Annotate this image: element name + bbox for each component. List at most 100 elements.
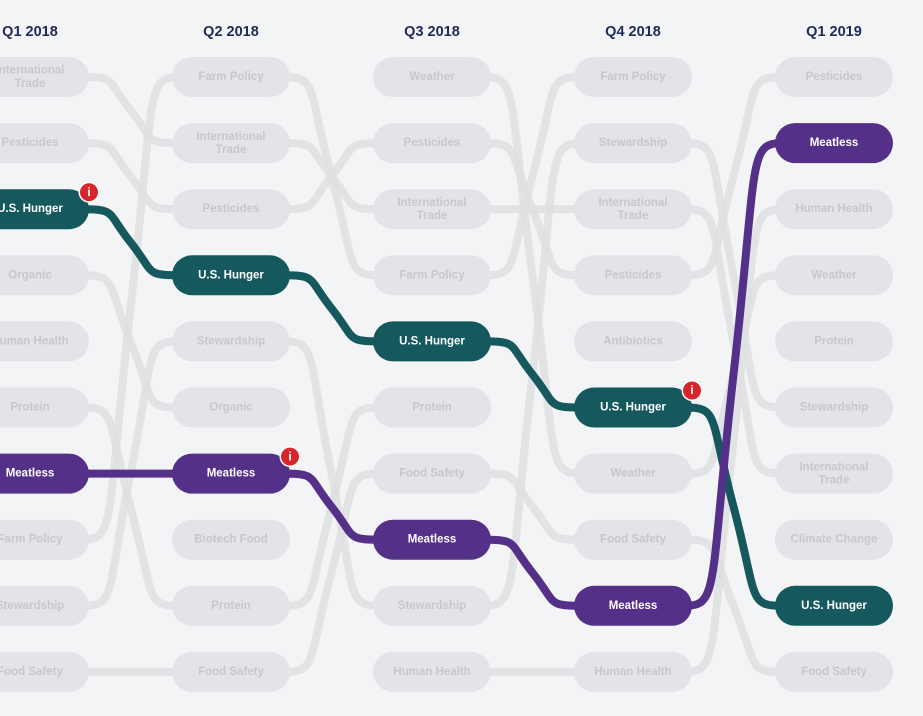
info-markers: i i i [78, 181, 703, 468]
pill-background [574, 387, 692, 428]
pill-background [172, 585, 290, 626]
pill-label: Protein [412, 402, 452, 414]
pill-background [172, 123, 290, 164]
pill-background [574, 123, 692, 164]
pill-farm-policy: Farm Policy [574, 57, 692, 97]
connection-international-trade [79, 73, 182, 148]
pill-human-health: Human Health [373, 651, 491, 692]
pill-international-trade: International Trade [172, 123, 290, 164]
pill-background [373, 321, 491, 362]
pill-label: Antibiotics [603, 335, 662, 347]
connection-pesticides [280, 139, 383, 214]
pill-label: Stewardship [800, 402, 868, 414]
pill-stewardship: Stewardship [775, 387, 893, 428]
connection-u-s-hunger [682, 403, 785, 610]
connection-pesticides [79, 139, 182, 214]
pill-label: U.S. Hunger [399, 335, 465, 347]
pill-label: Meatless [609, 600, 658, 612]
pill-background [0, 321, 89, 362]
column-header-q1-2019: Q1 2019 [806, 24, 862, 40]
connection-u-s-hunger [79, 205, 182, 280]
pill-background [0, 123, 89, 164]
pill-background [0, 57, 89, 97]
pill-label: Stewardship [197, 335, 265, 347]
pill-background [0, 453, 89, 494]
pill-u-s-hunger: U.S. Hunger [373, 321, 491, 362]
pill-pesticides: Pesticides [574, 255, 692, 296]
pill-food-safety: Food Safety [775, 651, 893, 692]
pill-background [373, 255, 491, 296]
pill-background [775, 123, 893, 164]
pill-protein: Protein [0, 387, 89, 428]
pill-background [0, 255, 89, 296]
pill-food-safety: Food Safety [0, 651, 89, 692]
connection-pesticides [682, 73, 785, 280]
pill-background [172, 321, 290, 362]
pill-organic: Organic [172, 387, 290, 428]
pill-u-s-hunger: U.S. Hunger [775, 585, 893, 626]
pill-label: Pesticides [2, 137, 59, 149]
pill-pesticides: Pesticides [775, 57, 893, 97]
pill-background [574, 189, 692, 230]
pill-label: Human Health [0, 335, 69, 347]
pill-label: Food Safety [801, 666, 867, 678]
pill-label: Organic [8, 269, 52, 281]
pill-label: Weather [409, 71, 455, 83]
pill-background [0, 651, 89, 692]
pill-background [775, 321, 893, 362]
pill-background [172, 387, 290, 428]
pill-u-s-hunger: U.S. Hunger [0, 189, 89, 230]
pill-biotech-food: Biotech Food [172, 519, 290, 560]
pill-meatless: Meatless [172, 453, 290, 494]
pill-label: Pesticides [806, 71, 863, 83]
pill-label: Pesticides [203, 203, 260, 215]
info-icon[interactable]: i [279, 446, 301, 468]
pill-food-safety: Food Safety [373, 453, 491, 494]
connection-human-health [682, 205, 785, 676]
pill-label: Biotech Food [194, 534, 267, 546]
column-header-q4-2018: Q4 2018 [605, 24, 661, 40]
connection-farm-policy [481, 73, 584, 280]
svg-text:i: i [288, 449, 291, 463]
pill-label: Human Health [594, 666, 671, 678]
pill-label: Farm Policy [600, 71, 666, 83]
pill-background [172, 453, 290, 494]
pill-food-safety: Food Safety [574, 519, 692, 560]
connection-u-s-hunger [481, 337, 584, 412]
pill-international-trade: International Trade [373, 189, 491, 230]
pill-label: International Trade [196, 131, 265, 156]
info-icon[interactable]: i [681, 380, 703, 401]
pill-international-trade: International Trade [574, 189, 692, 230]
background-connections [79, 73, 785, 676]
pill-stewardship: Stewardship [172, 321, 290, 362]
pill-stewardship: Stewardship [373, 585, 491, 626]
pill-background [0, 387, 89, 428]
pill-background [775, 387, 893, 428]
pill-label: International Trade [598, 197, 667, 222]
pill-background [172, 519, 290, 560]
pill-background [574, 651, 692, 692]
pill-background [0, 519, 89, 560]
pill-background [775, 255, 893, 296]
pill-label: Pesticides [404, 137, 461, 149]
pill-label: Weather [610, 468, 656, 480]
info-icon[interactable]: i [78, 181, 100, 203]
connection-meatless [682, 139, 785, 610]
pill-u-s-hunger: U.S. Hunger [574, 387, 692, 428]
pill-meatless: Meatless [775, 123, 893, 164]
pill-meatless: Meatless [373, 519, 491, 560]
pill-background [373, 57, 491, 97]
pill-background [373, 651, 491, 692]
pill-background [775, 651, 893, 692]
pill-label: Stewardship [599, 137, 667, 149]
pill-pesticides: Pesticides [0, 123, 89, 164]
pill-background [574, 255, 692, 296]
column-header-q1-2018: Q1 2018 [2, 24, 58, 40]
connection-food-safety [481, 469, 584, 544]
pill-human-health: Human Health [0, 321, 89, 362]
pill-background [373, 387, 491, 428]
pill-label: Farm Policy [0, 534, 63, 546]
pill-label: Human Health [393, 666, 470, 678]
pill-label: Protein [10, 402, 50, 414]
